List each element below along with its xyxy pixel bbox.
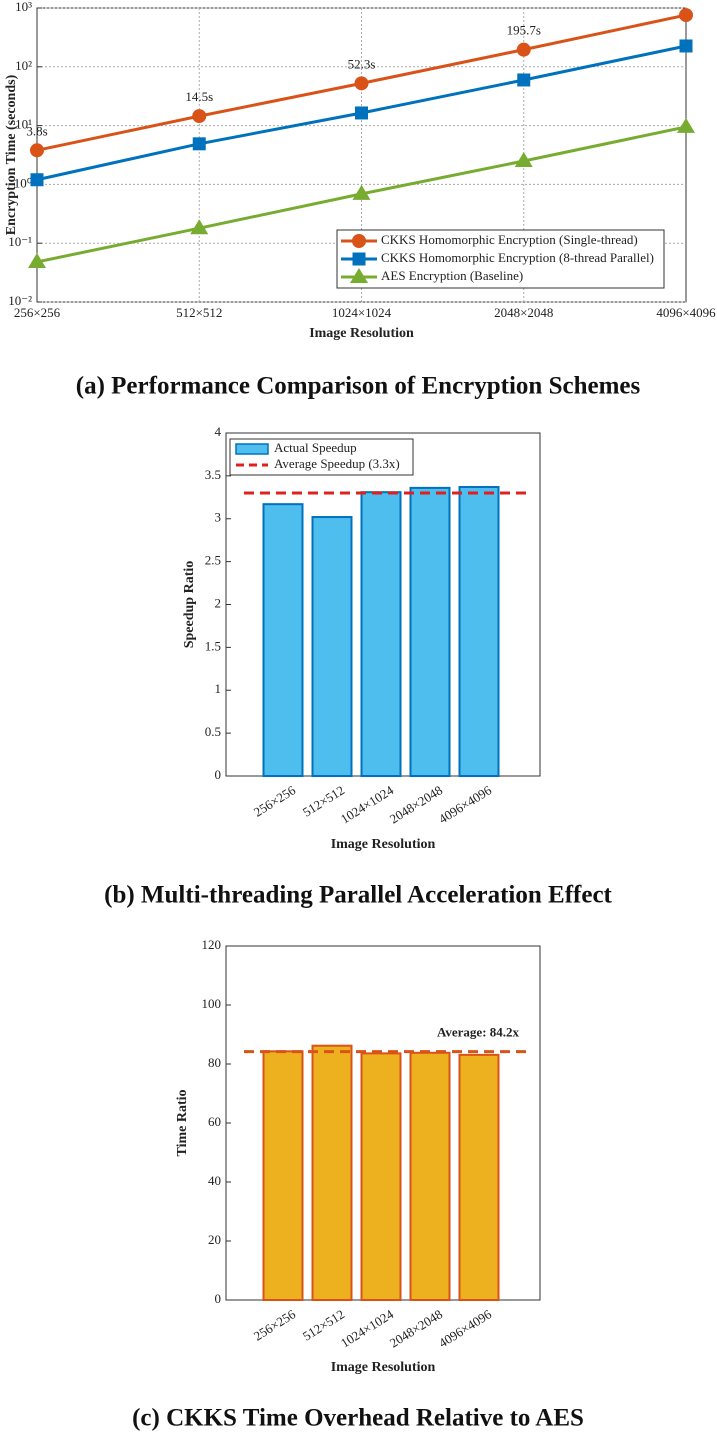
x-tick-label: 256×256: [251, 1306, 299, 1344]
x-tick-label: 2048×2048: [494, 305, 553, 320]
x-tick-label: 4096×4096: [656, 305, 716, 320]
marker: [677, 117, 695, 133]
y-tick-label: 100: [202, 996, 222, 1011]
y-axis-label: Encryption Time (seconds): [4, 74, 19, 235]
y-tick-label: 10³: [15, 0, 32, 14]
y-tick-label: 0: [215, 767, 222, 782]
marker: [516, 42, 531, 57]
bar: [458, 1053, 500, 1301]
value-label: 52.3s: [348, 56, 376, 71]
marker: [350, 268, 368, 283]
marker: [352, 252, 366, 266]
caption: (b) Multi-threading Parallel Acceleratio…: [104, 882, 612, 909]
marker: [192, 109, 207, 124]
value-label: 195.7s: [507, 23, 541, 38]
y-tick-label: 80: [208, 1055, 221, 1070]
bar: [262, 503, 304, 777]
y-tick-label: 10⁰: [14, 175, 32, 190]
bar: [311, 1044, 353, 1301]
y-tick-label: 40: [208, 1173, 221, 1188]
y-tick-label: 1.5: [205, 638, 221, 653]
x-tick-label: 2048×2048: [387, 782, 445, 826]
bar: [262, 1050, 304, 1301]
marker: [352, 234, 366, 248]
marker: [679, 39, 693, 53]
marker: [30, 173, 44, 187]
marker: [30, 143, 44, 158]
y-tick-label: 3.5: [205, 467, 221, 482]
x-tick-label: 1024×1024: [338, 1306, 397, 1350]
y-tick-label: 20: [208, 1232, 221, 1247]
marker: [28, 252, 46, 268]
y-tick-label: 2.5: [205, 553, 221, 568]
x-tick-label: 1024×1024: [338, 782, 397, 826]
y-tick-label: 0: [215, 1291, 222, 1306]
bar: [360, 1052, 402, 1301]
value-label: 14.5s: [185, 89, 213, 104]
y-tick-label: 4: [215, 424, 222, 439]
caption: (c) CKKS Time Overhead Relative to AES: [132, 1405, 584, 1432]
y-tick-label: 120: [202, 937, 222, 952]
y-tick-label: 60: [208, 1114, 221, 1129]
x-axis-label: Image Resolution: [309, 326, 414, 341]
x-tick-label: 1024×1024: [332, 305, 392, 320]
marker: [354, 76, 369, 91]
marker: [514, 152, 533, 168]
legend-label: Actual Speedup: [274, 440, 357, 455]
y-axis-label: Time Ratio: [175, 1089, 190, 1156]
x-tick-label: 4096×4096: [436, 782, 495, 826]
y-tick-label: 10¹: [15, 117, 32, 132]
marker: [192, 137, 206, 151]
x-axis-label: Image Resolution: [331, 1360, 436, 1375]
chart: 10⁻² 10⁻¹ 10⁰ 10¹ 10² 10³ 256×256 512×512 1024×1…: [4, 0, 716, 400]
y-tick-label: 3: [215, 510, 222, 525]
y-axis-label: Speedup Ratio: [182, 561, 197, 649]
bar: [409, 486, 451, 777]
marker: [352, 184, 371, 200]
caption: (a) Performance Comparison of Encryption…: [76, 373, 641, 400]
bar: [458, 486, 500, 777]
legend-label: CKKS Homomorphic Encryption (Single-thre…: [381, 232, 638, 247]
y-tick-label: 1: [215, 681, 222, 696]
bar: [360, 491, 402, 777]
x-tick-label: 4096×4096: [436, 1306, 495, 1350]
x-tick-label: 256×256: [14, 305, 61, 320]
annotation: Average: 84.2x: [437, 1025, 520, 1040]
marker: [190, 219, 209, 235]
x-axis-label: Image Resolution: [331, 837, 436, 852]
legend-label: AES Encryption (Baseline): [381, 268, 523, 283]
legend-swatch: [235, 443, 269, 455]
y-tick-label: 10²: [15, 58, 32, 73]
legend-label: Average Speedup (3.3x): [274, 456, 400, 471]
legend-label: CKKS Homomorphic Encryption (8-thread Pa…: [381, 250, 654, 265]
x-tick-label: 2048×2048: [387, 1306, 445, 1350]
marker: [355, 106, 368, 120]
y-tick-label: 10⁻¹: [8, 234, 32, 249]
y-tick-label: 0.5: [205, 724, 221, 739]
marker: [517, 73, 531, 87]
x-tick-label: 256×256: [251, 782, 299, 820]
bar: [311, 516, 353, 777]
bar: [409, 1051, 451, 1302]
value-label: 3.8s: [26, 123, 47, 138]
y-tick-label: 2: [215, 595, 222, 610]
legend: [336, 229, 665, 289]
x-tick-label: 512×512: [176, 305, 222, 320]
y-tick-label: 10⁻²: [8, 293, 32, 308]
value-label: 758.2s: [669, 0, 703, 3]
marker: [679, 8, 693, 23]
